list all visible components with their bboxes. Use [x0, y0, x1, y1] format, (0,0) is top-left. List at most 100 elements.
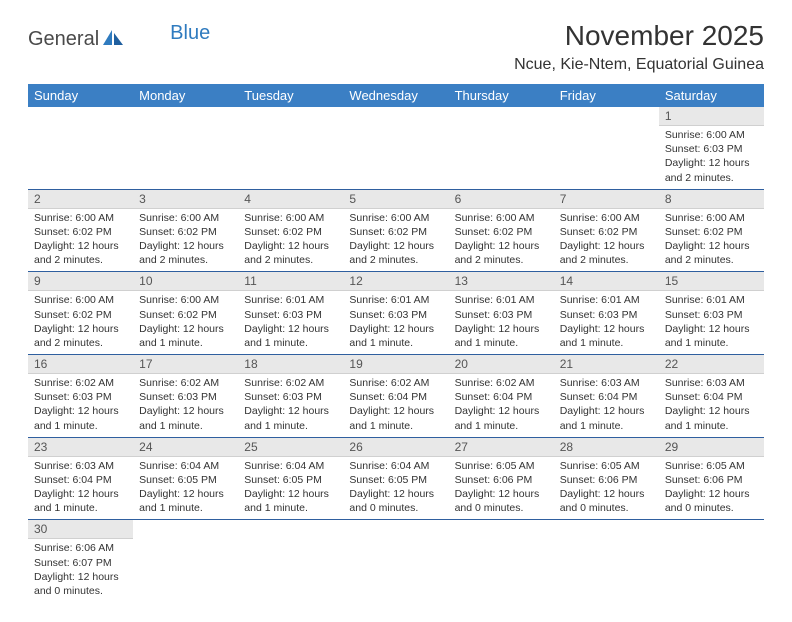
calendar-cell: 12Sunrise: 6:01 AMSunset: 6:03 PMDayligh…	[343, 272, 448, 355]
day-line: Sunset: 6:04 PM	[455, 390, 548, 404]
day-line: Sunset: 6:03 PM	[349, 308, 442, 322]
day-line: Daylight: 12 hours	[244, 404, 337, 418]
day-line: Daylight: 12 hours	[349, 322, 442, 336]
day-line: Daylight: 12 hours	[455, 239, 548, 253]
day-body: Sunrise: 6:02 AMSunset: 6:04 PMDaylight:…	[449, 374, 554, 437]
calendar-row: 16Sunrise: 6:02 AMSunset: 6:03 PMDayligh…	[28, 355, 764, 438]
day-line: Sunset: 6:02 PM	[139, 225, 232, 239]
calendar-cell: 27Sunrise: 6:05 AMSunset: 6:06 PMDayligh…	[449, 437, 554, 520]
calendar-cell: 29Sunrise: 6:05 AMSunset: 6:06 PMDayligh…	[659, 437, 764, 520]
calendar-cell: 23Sunrise: 6:03 AMSunset: 6:04 PMDayligh…	[28, 437, 133, 520]
day-number: 30	[28, 520, 133, 539]
calendar-cell	[554, 520, 659, 602]
day-number: 14	[554, 272, 659, 291]
day-line: Daylight: 12 hours	[560, 322, 653, 336]
day-line: Sunrise: 6:01 AM	[665, 293, 758, 307]
day-line: Sunrise: 6:00 AM	[244, 211, 337, 225]
day-line: Sunrise: 6:03 AM	[34, 459, 127, 473]
weekday-header: Wednesday	[343, 84, 448, 107]
day-line: Daylight: 12 hours	[349, 404, 442, 418]
day-line: Sunset: 6:06 PM	[560, 473, 653, 487]
logo: GeneralBlue	[28, 28, 210, 51]
day-body: Sunrise: 6:01 AMSunset: 6:03 PMDaylight:…	[554, 291, 659, 354]
day-line: Daylight: 12 hours	[665, 322, 758, 336]
calendar-cell	[238, 107, 343, 189]
calendar-cell: 4Sunrise: 6:00 AMSunset: 6:02 PMDaylight…	[238, 189, 343, 272]
calendar-cell: 10Sunrise: 6:00 AMSunset: 6:02 PMDayligh…	[133, 272, 238, 355]
calendar-cell: 24Sunrise: 6:04 AMSunset: 6:05 PMDayligh…	[133, 437, 238, 520]
day-body: Sunrise: 6:03 AMSunset: 6:04 PMDaylight:…	[659, 374, 764, 437]
day-line: and 1 minute.	[560, 336, 653, 350]
weekday-header: Friday	[554, 84, 659, 107]
day-line: and 1 minute.	[244, 419, 337, 433]
day-line: Daylight: 12 hours	[455, 322, 548, 336]
calendar-cell	[343, 520, 448, 602]
day-line: Sunrise: 6:01 AM	[560, 293, 653, 307]
day-line: Sunrise: 6:04 AM	[244, 459, 337, 473]
day-body: Sunrise: 6:00 AMSunset: 6:02 PMDaylight:…	[449, 209, 554, 272]
day-body: Sunrise: 6:00 AMSunset: 6:02 PMDaylight:…	[133, 209, 238, 272]
day-line: Sunset: 6:02 PM	[34, 225, 127, 239]
day-line: Daylight: 12 hours	[560, 487, 653, 501]
day-number: 29	[659, 438, 764, 457]
day-line: Sunrise: 6:00 AM	[455, 211, 548, 225]
day-line: Sunrise: 6:00 AM	[560, 211, 653, 225]
day-line: Daylight: 12 hours	[665, 156, 758, 170]
day-line: Sunset: 6:03 PM	[560, 308, 653, 322]
day-line: Daylight: 12 hours	[560, 239, 653, 253]
day-line: and 1 minute.	[349, 419, 442, 433]
day-number: 28	[554, 438, 659, 457]
day-line: and 1 minute.	[244, 501, 337, 515]
day-line: Sunset: 6:02 PM	[139, 308, 232, 322]
page: GeneralBlue November 2025 Ncue, Kie-Ntem…	[0, 0, 792, 622]
day-line: Daylight: 12 hours	[455, 487, 548, 501]
day-line: Daylight: 12 hours	[665, 487, 758, 501]
day-line: and 2 minutes.	[349, 253, 442, 267]
calendar-cell: 28Sunrise: 6:05 AMSunset: 6:06 PMDayligh…	[554, 437, 659, 520]
calendar-cell	[449, 107, 554, 189]
day-line: Sunrise: 6:02 AM	[34, 376, 127, 390]
day-line: Sunset: 6:06 PM	[455, 473, 548, 487]
calendar-cell: 7Sunrise: 6:00 AMSunset: 6:02 PMDaylight…	[554, 189, 659, 272]
day-number: 22	[659, 355, 764, 374]
day-body: Sunrise: 6:00 AMSunset: 6:02 PMDaylight:…	[28, 209, 133, 272]
day-line: Daylight: 12 hours	[139, 404, 232, 418]
calendar-row: 9Sunrise: 6:00 AMSunset: 6:02 PMDaylight…	[28, 272, 764, 355]
day-line: Sunset: 6:03 PM	[34, 390, 127, 404]
day-line: Daylight: 12 hours	[34, 570, 127, 584]
day-line: Daylight: 12 hours	[244, 239, 337, 253]
day-line: Sunset: 6:05 PM	[244, 473, 337, 487]
weekday-header: Sunday	[28, 84, 133, 107]
day-line: Sunset: 6:03 PM	[665, 142, 758, 156]
day-line: Sunrise: 6:05 AM	[665, 459, 758, 473]
day-line: Daylight: 12 hours	[34, 487, 127, 501]
sail-icon	[102, 29, 124, 52]
day-number: 10	[133, 272, 238, 291]
day-number: 4	[238, 190, 343, 209]
day-line: Sunset: 6:05 PM	[349, 473, 442, 487]
day-line: and 1 minute.	[665, 419, 758, 433]
day-line: Daylight: 12 hours	[349, 487, 442, 501]
day-line: Daylight: 12 hours	[665, 404, 758, 418]
day-line: Sunrise: 6:00 AM	[349, 211, 442, 225]
day-line: Daylight: 12 hours	[139, 322, 232, 336]
day-body: Sunrise: 6:00 AMSunset: 6:02 PMDaylight:…	[28, 291, 133, 354]
day-body: Sunrise: 6:03 AMSunset: 6:04 PMDaylight:…	[554, 374, 659, 437]
day-line: and 1 minute.	[455, 336, 548, 350]
day-number: 5	[343, 190, 448, 209]
calendar-cell: 15Sunrise: 6:01 AMSunset: 6:03 PMDayligh…	[659, 272, 764, 355]
day-line: and 0 minutes.	[665, 501, 758, 515]
day-line: and 1 minute.	[455, 419, 548, 433]
day-line: Sunset: 6:04 PM	[665, 390, 758, 404]
day-line: and 0 minutes.	[349, 501, 442, 515]
day-number: 25	[238, 438, 343, 457]
calendar-cell	[449, 520, 554, 602]
day-line: and 2 minutes.	[244, 253, 337, 267]
day-body: Sunrise: 6:00 AMSunset: 6:02 PMDaylight:…	[554, 209, 659, 272]
day-line: and 2 minutes.	[665, 171, 758, 185]
day-line: Daylight: 12 hours	[244, 487, 337, 501]
day-line: and 2 minutes.	[560, 253, 653, 267]
calendar-row: 30Sunrise: 6:06 AMSunset: 6:07 PMDayligh…	[28, 520, 764, 602]
day-line: Daylight: 12 hours	[560, 404, 653, 418]
calendar-cell	[28, 107, 133, 189]
